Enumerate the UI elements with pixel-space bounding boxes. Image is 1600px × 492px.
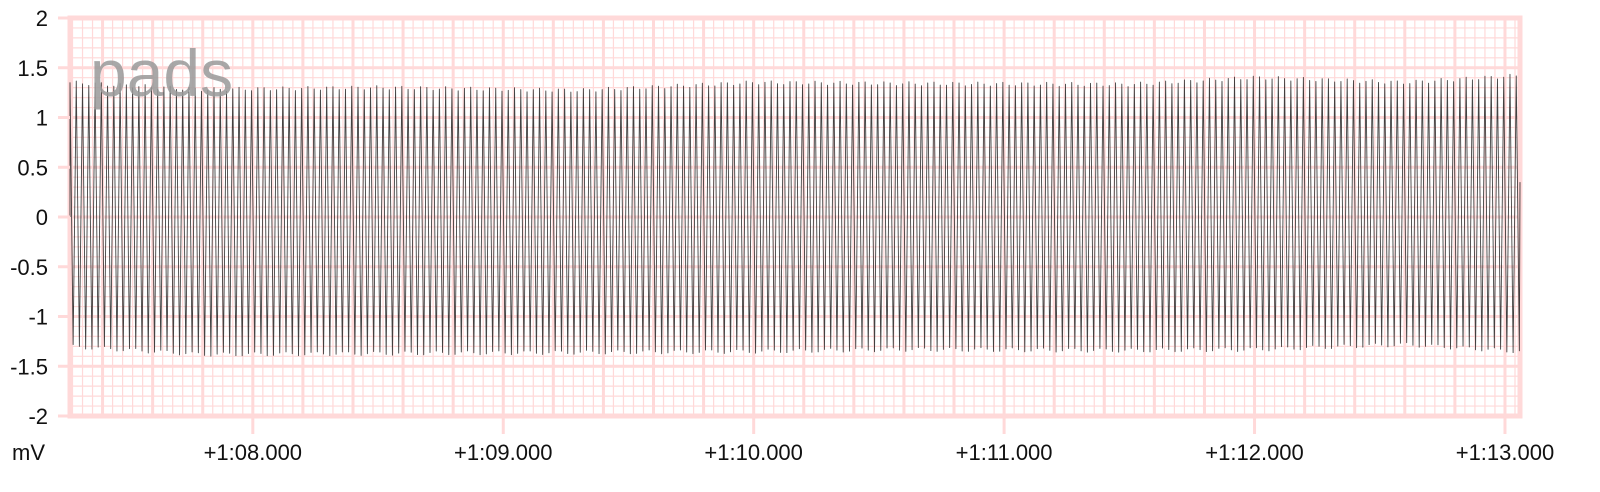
y-tick-label: 0.5 [17, 155, 48, 180]
lead-label: pads [90, 36, 233, 110]
y-tick-label: 1.5 [17, 56, 48, 81]
y-tick-label: -2 [28, 404, 48, 429]
y-tick-label: 0 [36, 205, 48, 230]
unit-label: mV [12, 440, 45, 465]
y-tick-label: -1.5 [10, 354, 48, 379]
x-tick-label: +1:09.000 [454, 440, 552, 465]
x-tick-label: +1:11.000 [956, 440, 1053, 465]
y-tick-label: -0.5 [10, 255, 48, 280]
y-tick-label: 2 [36, 6, 48, 31]
y-tick-label: 1 [36, 106, 48, 131]
x-tick-label: +1:08.000 [204, 440, 302, 465]
ecg-trace-line [69, 73, 1521, 357]
x-tick-label: +1:12.000 [1205, 440, 1303, 465]
y-axis-ticks: 2 1.5 1 0.5 0 -0.5 -1 -1.5 -2 [10, 6, 70, 429]
y-tick-label: -1 [28, 305, 48, 330]
x-tick-label: +1:10.000 [704, 440, 802, 465]
x-axis-ticks: +1:08.000 +1:09.000 +1:10.000 +1:11.000 +1:1… [204, 416, 1554, 465]
ecg-trace [69, 73, 1521, 357]
x-tick-label: +1:13.000 [1456, 440, 1554, 465]
